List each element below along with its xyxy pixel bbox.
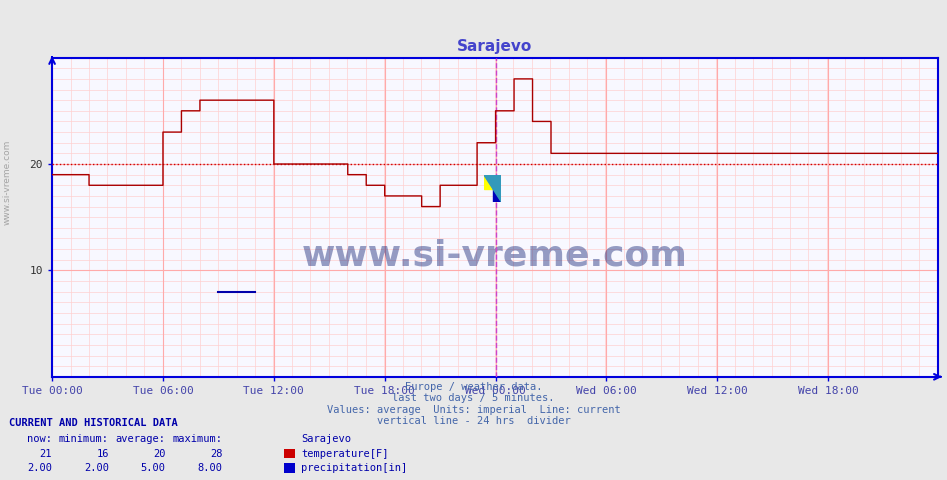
Text: www.si-vreme.com: www.si-vreme.com (3, 140, 12, 225)
Text: 2.00: 2.00 (27, 463, 52, 473)
Text: CURRENT AND HISTORICAL DATA: CURRENT AND HISTORICAL DATA (9, 418, 178, 428)
Text: precipitation[in]: precipitation[in] (301, 463, 407, 473)
Text: 5.00: 5.00 (141, 463, 166, 473)
Text: 28: 28 (210, 449, 223, 459)
Bar (492, 175, 501, 189)
Text: 16: 16 (97, 449, 109, 459)
Text: 2.00: 2.00 (84, 463, 109, 473)
Text: minimum:: minimum: (59, 434, 109, 444)
Title: Sarajevo: Sarajevo (457, 39, 532, 54)
Text: 21: 21 (40, 449, 52, 459)
Bar (484, 175, 492, 189)
Text: 8.00: 8.00 (198, 463, 223, 473)
Text: Europe / weather data.
last two days / 5 minutes.
Values: average  Units: imperi: Europe / weather data. last two days / 5… (327, 382, 620, 426)
Text: 20: 20 (153, 449, 166, 459)
Text: average:: average: (116, 434, 166, 444)
Bar (492, 189, 501, 202)
Text: Sarajevo: Sarajevo (301, 434, 351, 444)
Text: temperature[F]: temperature[F] (301, 449, 388, 459)
Text: www.si-vreme.com: www.si-vreme.com (302, 239, 688, 273)
Text: maximum:: maximum: (172, 434, 223, 444)
Text: now:: now: (27, 434, 52, 444)
Polygon shape (484, 175, 501, 202)
